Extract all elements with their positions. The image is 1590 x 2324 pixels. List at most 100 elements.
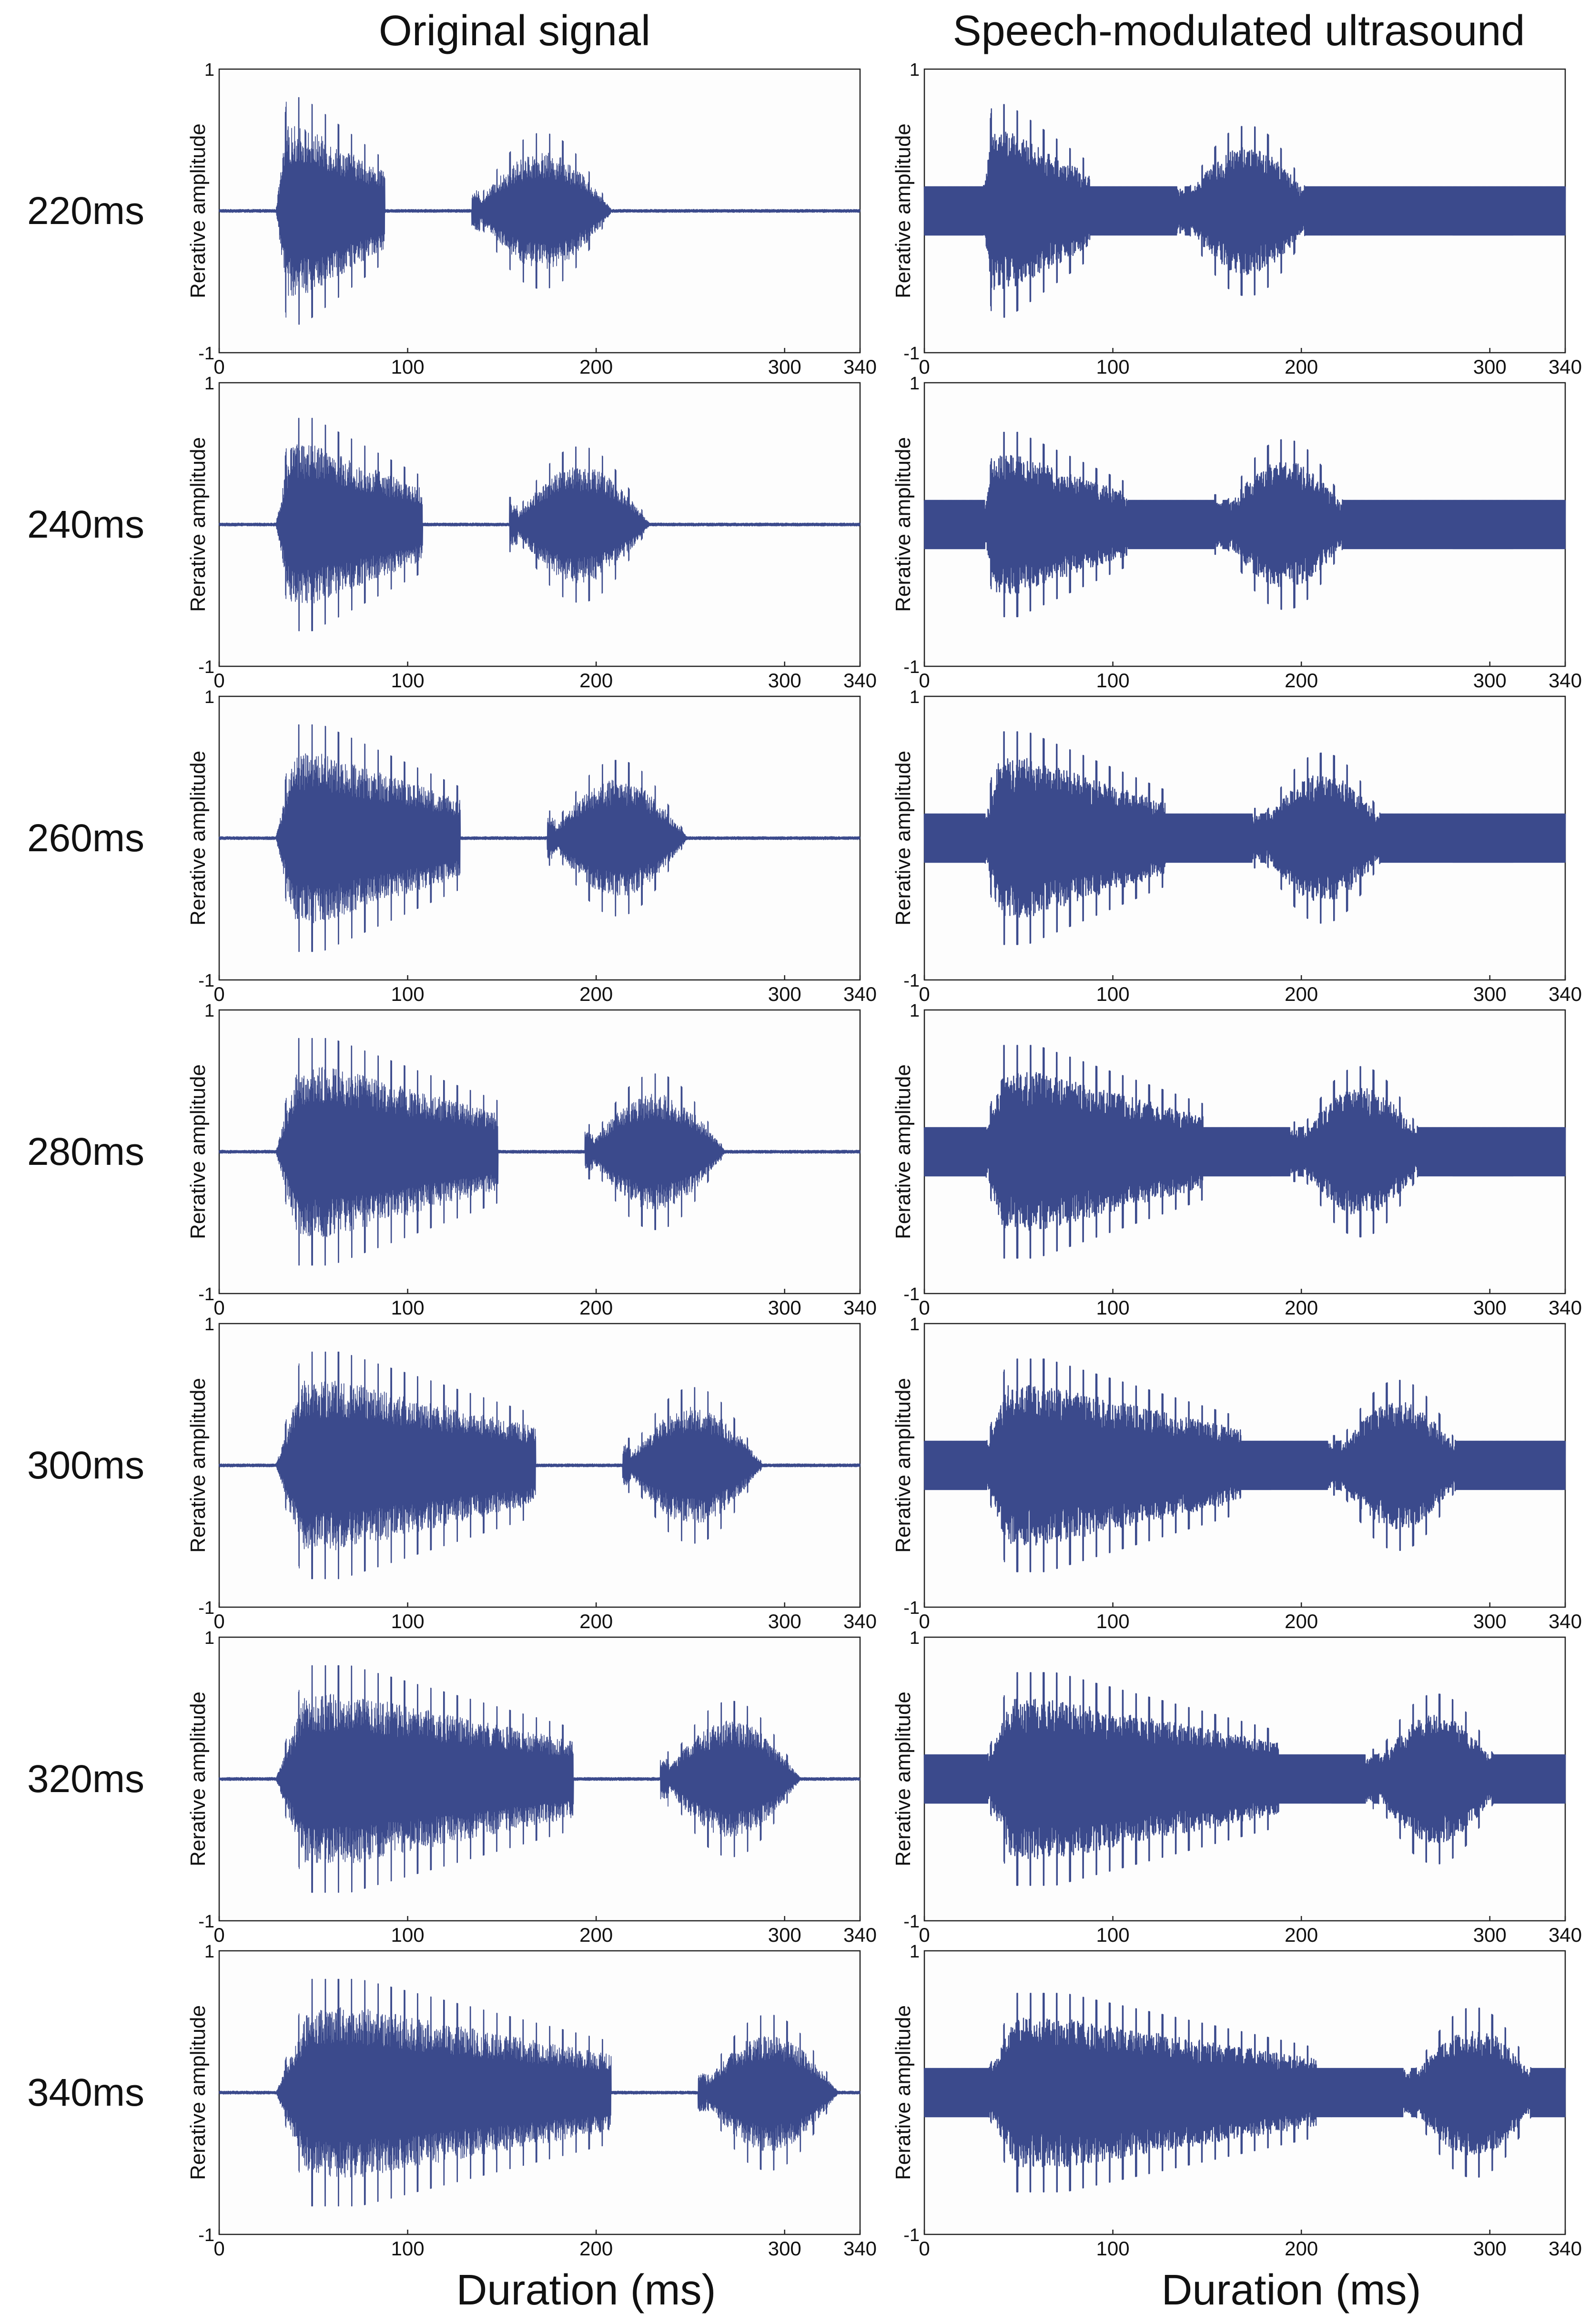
y-axis-label: Rerative amplitude: [186, 1064, 210, 1239]
x-tick-label: 300: [1473, 2237, 1507, 2260]
original-panel-220ms: 0 100 200 300 340 -1 1 Rerative amplitude: [162, 60, 886, 378]
y-tick-label: 1: [910, 687, 920, 707]
y-tick-label: 1: [910, 1315, 920, 1335]
y-tick-label: 1: [910, 1001, 920, 1021]
right-x-axis-title: Duration (ms): [1161, 2266, 1421, 2314]
x-tick-label: 200: [579, 2237, 613, 2260]
x-tick-label: 300: [768, 356, 801, 378]
x-tick-label: 100: [1096, 983, 1130, 1005]
waveform-340ms: [923, 1993, 1566, 2192]
x-tick-label: 200: [1285, 1610, 1318, 1632]
y-tick-label: 1: [910, 1628, 920, 1648]
x-tick-label: 340: [1549, 356, 1582, 378]
y-tick-label: 1: [204, 1001, 214, 1021]
waveform-240ms: [219, 418, 861, 632]
x-tick-label: 340: [843, 983, 877, 1005]
waveform-chart: 0 100 200 300 340 -1 1 Rerative amplitude: [186, 1942, 877, 2260]
y-tick-label: -1: [198, 344, 214, 364]
waveform-chart: 0 100 200 300 340 -1 1 Rerative amplitude: [891, 1315, 1582, 1632]
row-label-320ms: 320ms: [27, 1757, 145, 1801]
y-tick-label: 1: [204, 1628, 214, 1648]
row-label-300ms: 300ms: [27, 1443, 145, 1487]
x-tick-label: 0: [919, 1610, 930, 1632]
y-tick-label: -1: [903, 971, 920, 991]
ultrasound-panel-240ms: 0 100 200 300 340 -1 1 Rerative amplitude: [867, 374, 1590, 692]
y-tick-label: -1: [198, 657, 214, 677]
x-tick-label: 200: [1285, 2237, 1318, 2260]
ultrasound-panel-320ms: 0 100 200 300 340 -1 1 Rerative amplitude: [867, 1628, 1590, 1946]
x-tick-label: 100: [1096, 1296, 1130, 1319]
y-axis-label: Rerative amplitude: [186, 751, 210, 926]
x-tick-label: 0: [213, 1610, 224, 1632]
waveform-chart: 0 100 200 300 340 -1 1 Rerative amplitude: [186, 60, 877, 378]
ultrasound-panel-300ms: 0 100 200 300 340 -1 1 Rerative amplitude: [867, 1315, 1590, 1632]
y-axis-label: Rerative amplitude: [186, 1378, 210, 1553]
x-tick-label: 200: [1285, 1296, 1318, 1319]
x-tick-label: 300: [768, 669, 801, 692]
x-tick-label: 100: [391, 1924, 425, 1946]
x-tick-label: 200: [579, 1610, 613, 1632]
y-tick-label: -1: [903, 1284, 920, 1305]
row-label-340ms: 340ms: [27, 2070, 145, 2114]
ultrasound-panel-260ms: 0 100 200 300 340 -1 1 Rerative amplitude: [867, 687, 1590, 1005]
x-tick-label: 0: [919, 669, 930, 692]
y-tick-label: 1: [910, 374, 920, 394]
x-tick-label: 340: [843, 1610, 877, 1632]
x-tick-label: 100: [391, 1610, 425, 1632]
waveform-340ms: [219, 1978, 861, 2207]
x-tick-label: 100: [1096, 356, 1130, 378]
x-tick-label: 100: [391, 356, 425, 378]
x-tick-label: 0: [213, 1924, 224, 1946]
x-tick-label: 300: [1473, 983, 1507, 1005]
x-tick-label: 0: [919, 356, 930, 378]
waveform-220ms: [923, 104, 1566, 318]
x-tick-label: 0: [919, 2237, 930, 2260]
x-tick-label: 200: [579, 669, 613, 692]
row-label-240ms: 240ms: [27, 502, 145, 546]
x-tick-label: 300: [1473, 1924, 1507, 1946]
x-tick-label: 0: [213, 356, 224, 378]
x-tick-label: 340: [843, 669, 877, 692]
x-tick-label: 300: [1473, 1610, 1507, 1632]
y-axis-label: Rerative amplitude: [891, 1064, 915, 1239]
y-tick-label: 1: [204, 374, 214, 394]
y-tick-label: -1: [903, 1912, 920, 1932]
waveform-chart: 0 100 200 300 340 -1 1 Rerative amplitude: [891, 687, 1582, 1005]
y-tick-label: -1: [198, 2225, 214, 2245]
y-axis-label: Rerative amplitude: [186, 437, 210, 612]
y-tick-label: -1: [198, 1284, 214, 1305]
waveform-chart: 0 100 200 300 340 -1 1 Rerative amplitude: [186, 1628, 877, 1946]
x-tick-label: 100: [391, 983, 425, 1005]
x-tick-label: 0: [213, 2237, 224, 2260]
waveform-chart: 0 100 200 300 340 -1 1 Rerative amplitude: [186, 374, 877, 692]
x-tick-label: 300: [768, 1610, 801, 1632]
x-tick-label: 100: [1096, 669, 1130, 692]
x-tick-label: 340: [1549, 983, 1582, 1005]
waveform-240ms: [923, 431, 1566, 618]
x-tick-label: 100: [1096, 1610, 1130, 1632]
original-panel-280ms: 0 100 200 300 340 -1 1 Rerative amplitude: [162, 1001, 886, 1319]
y-axis-label: Rerative amplitude: [186, 2005, 210, 2180]
y-tick-label: -1: [903, 344, 920, 364]
waveform-chart: 0 100 200 300 340 -1 1 Rerative amplitude: [891, 1942, 1582, 2260]
original-panel-240ms: 0 100 200 300 340 -1 1 Rerative amplitude: [162, 374, 886, 692]
x-tick-label: 340: [1549, 1924, 1582, 1946]
x-tick-label: 100: [391, 1296, 425, 1319]
waveform-280ms: [219, 1038, 861, 1266]
x-tick-label: 300: [768, 983, 801, 1005]
y-tick-label: 1: [204, 60, 214, 80]
x-tick-label: 200: [579, 1924, 613, 1946]
waveform-chart: 0 100 200 300 340 -1 1 Rerative amplitude: [186, 1001, 877, 1319]
y-axis-label: Rerative amplitude: [891, 751, 915, 926]
x-tick-label: 300: [768, 1924, 801, 1946]
y-axis-label: Rerative amplitude: [891, 123, 915, 298]
original-panel-320ms: 0 100 200 300 340 -1 1 Rerative amplitude: [162, 1628, 886, 1946]
original-panel-260ms: 0 100 200 300 340 -1 1 Rerative amplitude: [162, 687, 886, 1005]
row-label-260ms: 260ms: [27, 816, 145, 860]
waveform-320ms: [923, 1672, 1566, 1886]
x-tick-label: 200: [1285, 1924, 1318, 1946]
x-tick-label: 100: [391, 2237, 425, 2260]
y-tick-label: -1: [903, 657, 920, 677]
waveform-260ms: [923, 731, 1566, 945]
original-panel-300ms: 0 100 200 300 340 -1 1 Rerative amplitude: [162, 1315, 886, 1632]
